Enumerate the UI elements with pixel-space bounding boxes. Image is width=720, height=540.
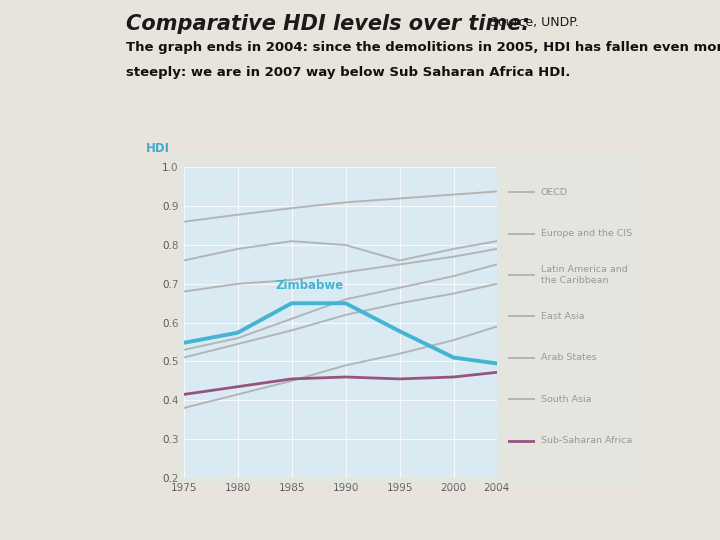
Text: Arab States: Arab States (541, 353, 596, 362)
Text: The graph ends in 2004: since the demolitions in 2005, HDI has fallen even more: The graph ends in 2004: since the demoli… (126, 40, 720, 53)
Text: Latin America and
the Caribbean: Latin America and the Caribbean (541, 265, 627, 285)
Text: Source, UNDP.: Source, UNDP. (486, 16, 579, 29)
Text: Europe and the CIS: Europe and the CIS (541, 229, 632, 238)
Text: Comparative HDI levels over time:: Comparative HDI levels over time: (126, 14, 530, 33)
FancyBboxPatch shape (156, 141, 659, 498)
Text: East Asia: East Asia (541, 312, 584, 321)
Text: South Asia: South Asia (541, 395, 591, 404)
Text: steeply: we are in 2007 way below Sub Saharan Africa HDI.: steeply: we are in 2007 way below Sub Sa… (126, 66, 570, 79)
Text: HDI: HDI (146, 142, 170, 155)
Text: Zimbabwe: Zimbabwe (276, 279, 343, 292)
Text: OECD: OECD (541, 188, 568, 197)
Text: Sub-Saharan Africa: Sub-Saharan Africa (541, 436, 632, 445)
